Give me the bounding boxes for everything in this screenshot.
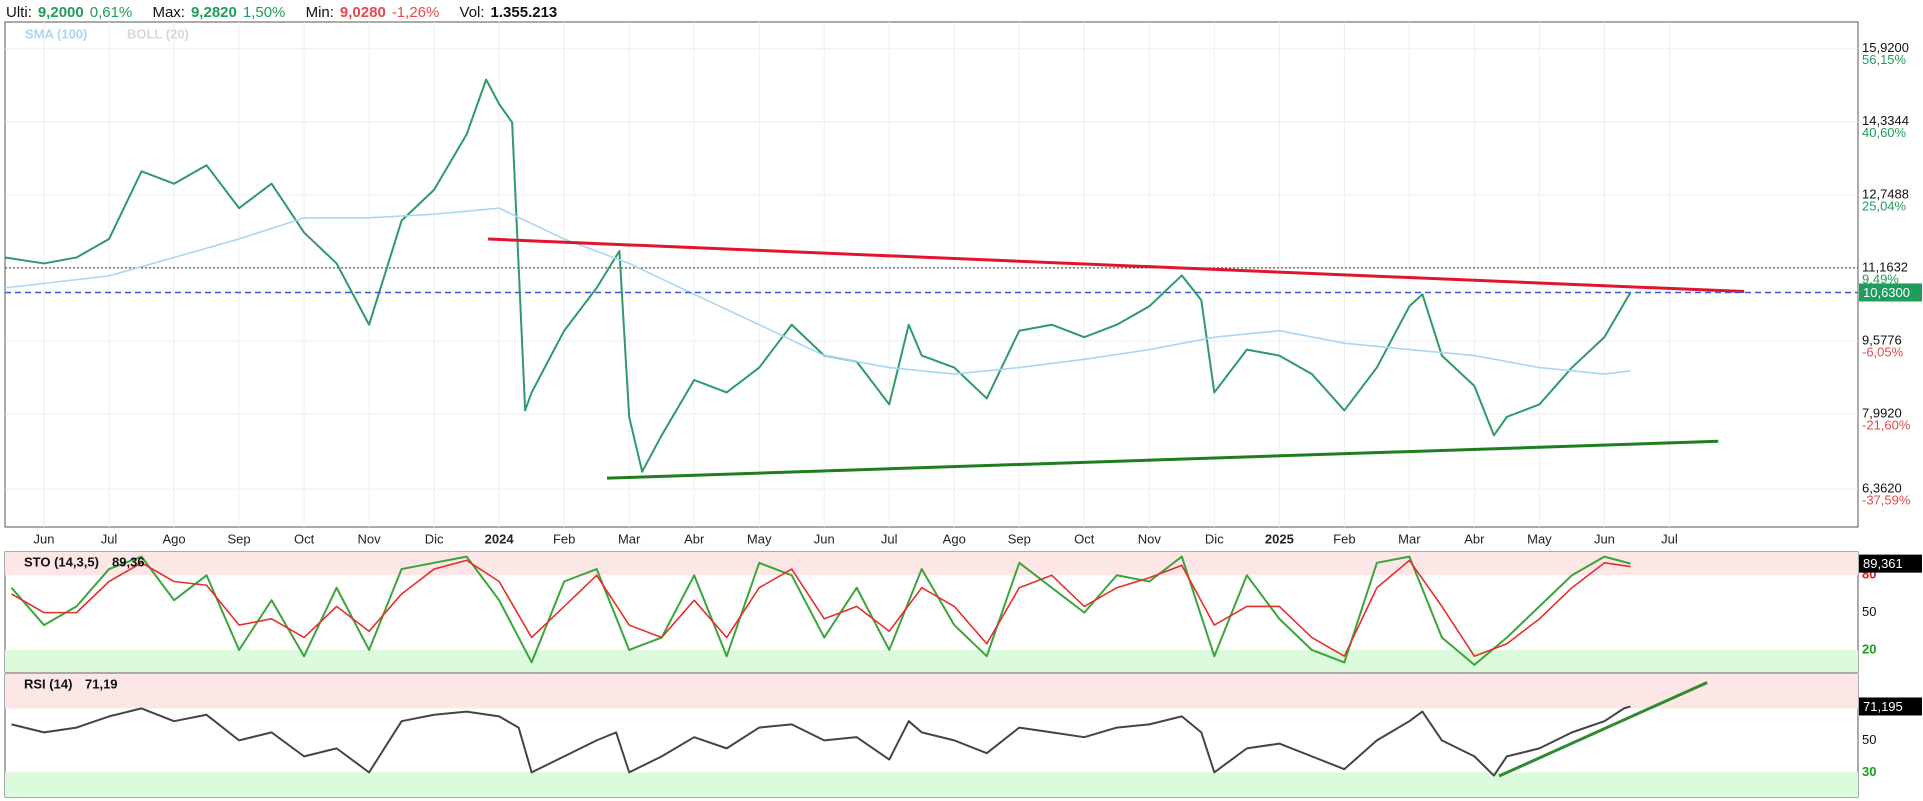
change: 0,61% xyxy=(89,4,133,21)
overbought-zone xyxy=(5,552,1858,576)
x-tick-label: Abr xyxy=(1464,531,1485,546)
label: Max: xyxy=(152,4,185,21)
x-tick-label: Sep xyxy=(1008,531,1031,546)
x-tick-label: Mar xyxy=(618,531,641,546)
x-tick-label: Nov xyxy=(358,531,382,546)
y-tick-label: 11,1632 xyxy=(1862,259,1908,274)
y-tick-label: 50 xyxy=(1862,732,1876,747)
panel-title: STO (14,3,5) xyxy=(24,554,99,569)
y-tick-label: 9,5776 xyxy=(1862,332,1902,347)
x-tick-label: Jun xyxy=(34,531,55,546)
y-tick-label: 50 xyxy=(1862,604,1876,619)
oversold-zone xyxy=(5,772,1858,797)
x-tick-label: Jul xyxy=(1661,531,1678,546)
y-tick-label: 20 xyxy=(1862,641,1876,656)
last-value-label: 89,361 xyxy=(1863,556,1903,571)
label: Min: xyxy=(305,4,334,21)
y-tick-percent: -37,59% xyxy=(1862,493,1911,508)
panel-title-value: 89,36 xyxy=(112,554,145,569)
value: 1.355.213 xyxy=(490,4,558,21)
series-line xyxy=(11,705,1631,777)
series-line xyxy=(4,78,1632,473)
x-tick-label: Dic xyxy=(1205,531,1224,546)
label: Ulti: xyxy=(6,4,32,21)
x-tick-label: Jun xyxy=(814,531,835,546)
y-tick-percent: 25,04% xyxy=(1862,198,1907,213)
last-value-box xyxy=(1859,554,1922,573)
x-tick-label: Jul xyxy=(101,531,118,546)
x-tick-label: Ago xyxy=(943,531,966,546)
y-tick-label: 15,9200 xyxy=(1862,40,1909,55)
x-tick-label: Oct xyxy=(1074,531,1095,546)
y-tick-label: 30 xyxy=(1862,764,1876,779)
value: 9,2000 xyxy=(37,4,84,21)
x-tick-label: Ago xyxy=(162,531,185,546)
y-tick-label: 14,3344 xyxy=(1862,113,1909,128)
series-line xyxy=(4,207,1631,375)
y-tick-percent: -6,05% xyxy=(1862,344,1904,359)
y-tick-label: 7,9920 xyxy=(1862,405,1902,420)
trendline xyxy=(607,439,1719,480)
legend-entry: BOLL (20) xyxy=(127,26,189,41)
overbought-zone xyxy=(5,674,1858,709)
quote-header: Ulti: 9,2000 0,61% Max: 9,2820 1,50% Min: 9,0… xyxy=(6,4,563,24)
trendline xyxy=(488,237,1745,294)
x-tick-label: Feb xyxy=(1333,531,1355,546)
panel-title-value: 71,19 xyxy=(85,676,118,691)
series-line xyxy=(11,559,1631,657)
y-tick-percent: 40,60% xyxy=(1862,125,1907,140)
oversold-zone xyxy=(5,649,1858,672)
x-tick-label: May xyxy=(747,531,772,546)
legend-entry: SMA (100) xyxy=(25,26,87,41)
x-tick-label: Dic xyxy=(425,531,444,546)
y-tick-label: 12,7488 xyxy=(1862,186,1909,201)
last-value-box xyxy=(1859,283,1922,302)
y-tick-percent: 56,15% xyxy=(1862,52,1907,67)
panel-title: RSI (14) xyxy=(24,676,72,691)
change: 1,50% xyxy=(242,4,286,21)
x-tick-label: Abr xyxy=(684,531,705,546)
last-value-box xyxy=(1859,697,1922,716)
trendline xyxy=(1498,681,1708,778)
x-tick-label: 2024 xyxy=(485,531,515,546)
x-tick-label: 2025 xyxy=(1265,531,1294,546)
x-tick-label: Sep xyxy=(227,531,250,546)
x-tick-label: Feb xyxy=(553,531,575,546)
value: 9,2820 xyxy=(190,4,237,21)
change: -1,26% xyxy=(391,4,440,21)
y-tick-label: 6,3620 xyxy=(1862,481,1902,496)
x-tick-label: Mar xyxy=(1398,531,1421,546)
last-value-label: 71,195 xyxy=(1863,699,1903,714)
y-tick-percent: -21,60% xyxy=(1862,417,1911,432)
x-tick-label: Jun xyxy=(1594,531,1615,546)
x-tick-label: May xyxy=(1527,531,1552,546)
x-tick-label: Nov xyxy=(1138,531,1162,546)
x-tick-label: Oct xyxy=(294,531,315,546)
label: Vol: xyxy=(459,4,485,21)
x-tick-label: Jul xyxy=(881,531,898,546)
panel-frame xyxy=(4,21,1859,528)
series-line xyxy=(10,555,1631,666)
value: 9,0280 xyxy=(339,4,386,21)
y-tick-percent: 9,49% xyxy=(1862,271,1899,286)
last-value-label: 10,6300 xyxy=(1863,285,1910,300)
